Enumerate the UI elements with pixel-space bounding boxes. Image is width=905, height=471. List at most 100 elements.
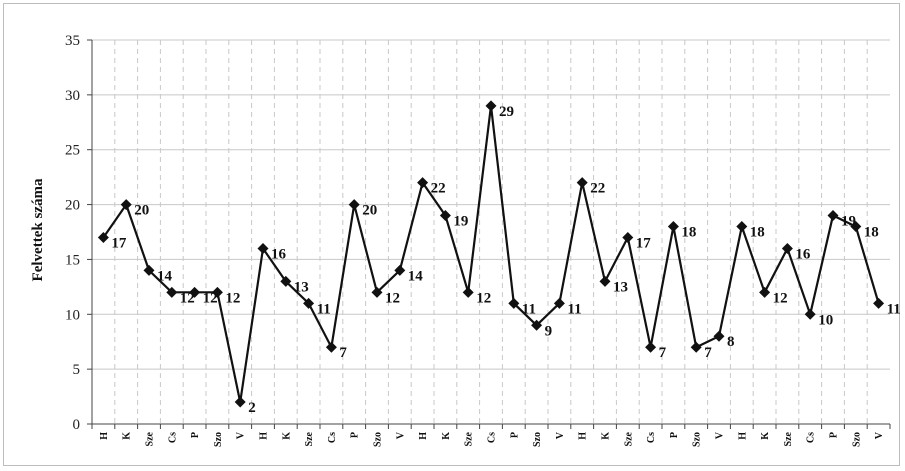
data-label: 2 xyxy=(248,400,256,416)
y-tick-label: 15 xyxy=(65,252,80,268)
data-point xyxy=(394,264,406,276)
x-tick-label: Sze xyxy=(304,431,315,446)
data-label: 14 xyxy=(408,268,424,284)
data-label: 12 xyxy=(385,290,400,306)
x-tick-label: H xyxy=(259,432,270,440)
data-point xyxy=(759,286,771,298)
data-label: 20 xyxy=(134,203,149,219)
x-tick-label: Sze xyxy=(623,431,634,446)
data-point xyxy=(211,286,223,298)
x-tick-label: V xyxy=(874,431,885,439)
data-label: 7 xyxy=(704,345,712,361)
data-point xyxy=(257,242,269,254)
data-label: 10 xyxy=(818,312,833,328)
x-tick-label: Sze xyxy=(783,431,794,446)
data-label: 11 xyxy=(887,301,901,317)
y-axis-label: Felvettek száma xyxy=(30,178,46,281)
x-tick-label: P xyxy=(669,432,680,438)
x-tick-label: V xyxy=(715,431,726,439)
y-tick-label: 30 xyxy=(65,88,80,104)
data-label: 7 xyxy=(659,345,667,361)
x-tick-label: Szo xyxy=(532,432,543,447)
data-label: 17 xyxy=(111,235,127,251)
x-tick-label: P xyxy=(509,432,520,438)
data-point xyxy=(781,242,793,254)
data-label: 13 xyxy=(294,279,309,295)
grid xyxy=(92,39,890,424)
data-point xyxy=(827,210,839,222)
series xyxy=(97,100,885,408)
data-label: 17 xyxy=(636,235,652,251)
x-tick-label: Cs xyxy=(646,432,657,443)
data-point xyxy=(645,341,657,353)
data-label: 12 xyxy=(225,290,240,306)
x-tick-label: Cs xyxy=(487,432,498,443)
series-line xyxy=(102,105,880,403)
x-tick-label: Szo xyxy=(692,432,703,447)
x-tick-label: Cs xyxy=(327,432,338,443)
data-label: 29 xyxy=(499,104,514,120)
data-label: 13 xyxy=(613,279,628,295)
x-tick-label: Cs xyxy=(167,432,178,443)
y-tick-label: 0 xyxy=(73,417,81,433)
data-point xyxy=(531,319,543,331)
x-tick-label: V xyxy=(395,431,406,439)
x-tick-label: Sze xyxy=(464,431,475,446)
data-label: 18 xyxy=(681,225,696,241)
data-point xyxy=(120,199,132,211)
data-label: 19 xyxy=(453,214,468,230)
data-label: 22 xyxy=(590,181,605,197)
y-tick-label: 5 xyxy=(73,362,81,378)
data-point xyxy=(622,231,634,243)
y-tick-label: 25 xyxy=(65,143,80,159)
data-point xyxy=(553,297,565,309)
data-point xyxy=(280,275,292,287)
data-label: 12 xyxy=(476,290,491,306)
data-point xyxy=(143,264,155,276)
x-tick-label: K xyxy=(122,432,133,440)
data-point xyxy=(873,297,885,309)
x-tick-label: P xyxy=(190,432,201,438)
data-label: 12 xyxy=(203,290,218,306)
data-point xyxy=(234,396,246,408)
x-tick-label: P xyxy=(350,432,361,438)
data-point xyxy=(713,330,725,342)
data-point xyxy=(166,286,178,298)
data-label: 9 xyxy=(545,323,553,339)
data-label: 11 xyxy=(522,301,536,317)
data-point xyxy=(371,286,383,298)
data-label: 7 xyxy=(339,345,347,361)
x-tick-label: K xyxy=(281,432,292,440)
axes xyxy=(87,39,891,429)
data-point xyxy=(417,177,429,189)
y-tick-label: 35 xyxy=(65,33,80,49)
y-tick-labels: 0 5 10 15 20 25 30 35 xyxy=(65,33,80,433)
x-tick-label: K xyxy=(601,432,612,440)
data-label: 16 xyxy=(271,246,287,262)
data-label: 12 xyxy=(773,290,788,306)
data-label: 8 xyxy=(727,334,735,350)
x-tick-label: K xyxy=(441,432,452,440)
x-tick-label: H xyxy=(99,432,110,440)
x-tick-label: Sze xyxy=(145,431,156,446)
x-tick-label: H xyxy=(578,432,589,440)
data-label: 20 xyxy=(362,203,377,219)
data-point xyxy=(599,275,611,287)
data-point xyxy=(576,177,588,189)
data-label: 14 xyxy=(157,268,173,284)
data-point xyxy=(348,199,360,211)
data-point xyxy=(667,221,679,233)
x-tick-label: V xyxy=(555,431,566,439)
x-tick-label: Szo xyxy=(851,432,862,447)
x-tick-label: H xyxy=(418,432,429,440)
data-point xyxy=(850,221,862,233)
x-tick-label: H xyxy=(737,432,748,440)
y-tick-label: 10 xyxy=(65,307,80,323)
x-tick-label: Cs xyxy=(806,432,817,443)
data-point xyxy=(736,221,748,233)
x-tick-label: K xyxy=(760,432,771,440)
data-label: 16 xyxy=(795,246,811,262)
x-tick-labels: H K Sze Cs P Szo V H K Sze Cs P Szo V H K Sze Cs P Szo V H K Sz… xyxy=(99,431,885,447)
x-tick-label: Szo xyxy=(213,432,224,447)
